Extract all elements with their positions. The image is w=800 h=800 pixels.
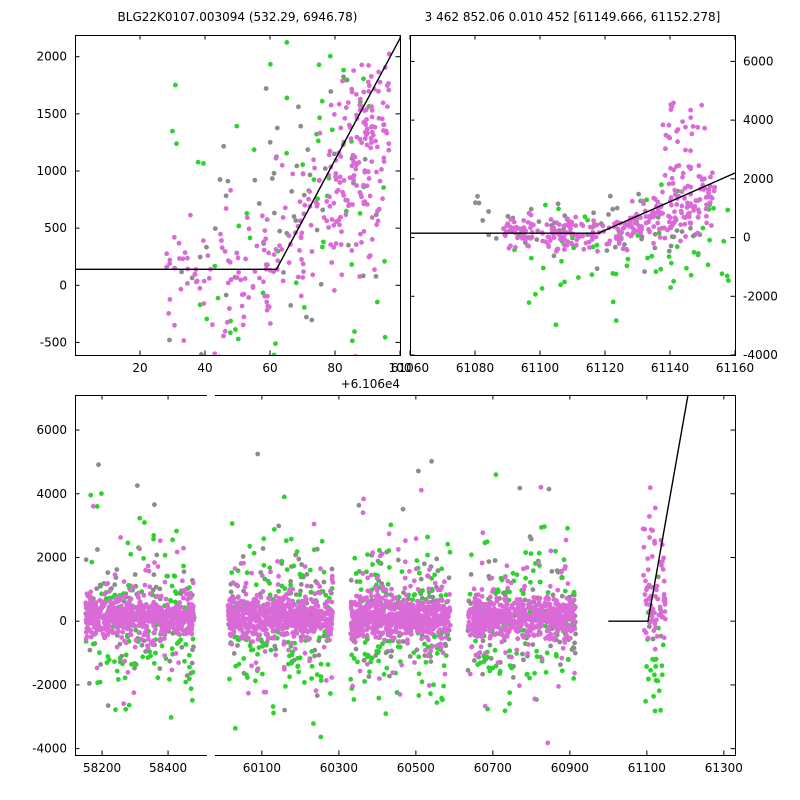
y-tick-label: 4000 [36,487,67,501]
y-tick-label: -500 [40,335,67,349]
x-tick-label: 61100 [628,761,666,775]
series-magenta-points [501,100,718,254]
model-line [410,172,735,234]
y-tick-label: 6000 [743,54,774,68]
x-tick-label: 60 [262,361,277,375]
y-tick-label: 0 [743,231,751,245]
model-line [75,38,400,270]
x-tick-label: 80 [327,361,342,375]
axes-frame [410,35,736,356]
y-tick-label: -4000 [32,742,67,756]
y-tick-label: 2000 [743,172,774,186]
figure-title: BLG22K0107.003094 (532.29, 6946.78) 3 46… [0,10,800,28]
y-tick-label: 500 [44,221,67,235]
x-tick-label: 100 [389,361,412,375]
y-tick-label: 1000 [36,164,67,178]
title-object-id: BLG22K0107.003094 (532.29, 6946.78) [117,10,358,24]
x-tick-label: 58200 [83,761,121,775]
x-tick-label: 61140 [651,361,689,375]
x-tick-label: 61160 [716,361,754,375]
x-tick-label: 40 [197,361,212,375]
x-tick-label: 60500 [397,761,435,775]
model-line [608,395,689,622]
series-green-points [170,40,388,355]
x-tick-label: 61120 [586,361,624,375]
series-green-points [512,182,731,328]
x-tick-label: 61060 [391,361,429,375]
title-fit-params: 3 462 852.06 0.010 452 [61149.666, 61152… [424,10,721,24]
axes-frame [75,35,401,356]
y-tick-label: -2000 [743,289,778,303]
axes-frame [75,395,736,756]
x-tick-label: 60700 [474,761,512,775]
y-tick-label: 6000 [36,423,67,437]
x-tick-label: 61100 [521,361,559,375]
y-tick-label: 4000 [743,113,774,127]
series-gray-points [167,74,379,355]
series-magenta-points [164,51,392,355]
y-tick-label: 2000 [36,50,67,64]
x-tick-label: 60300 [320,761,358,775]
y-tick-label: -2000 [32,678,67,692]
series-magenta-points [83,484,668,746]
x-tick-label: 60100 [243,761,281,775]
y-tick-label: 0 [59,278,67,292]
y-tick-label: 2000 [36,550,67,564]
x-tick-label: 20 [132,361,147,375]
x-tick-label: 61300 [705,761,743,775]
y-tick-label: -4000 [743,348,778,362]
x-axis-offset-label: +6.106e4 [341,377,400,391]
x-tick-label: 61080 [456,361,494,375]
x-tick-label: 58400 [149,761,187,775]
x-tick-label: 60900 [551,761,589,775]
y-tick-label: 1500 [36,107,67,121]
y-tick-label: 0 [59,614,67,628]
